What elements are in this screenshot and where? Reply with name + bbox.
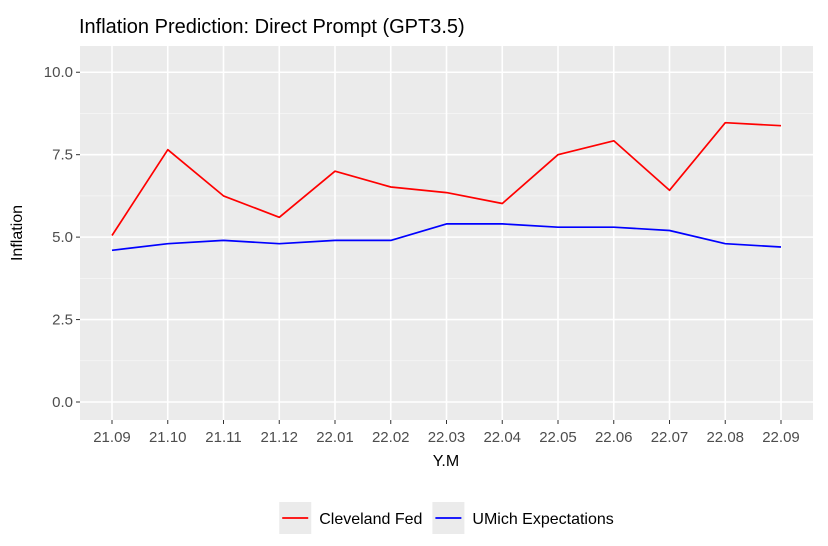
x-tick-label: 22.04: [483, 429, 521, 446]
y-tick-label: 5.0: [52, 229, 73, 246]
legend: Cleveland Fed UMich Expectations: [279, 502, 614, 534]
x-axis: 21.09 21.10 21.11 21.12 22.01 22.02 22.03 22.04…: [93, 420, 800, 446]
x-tick-label: 21.12: [260, 429, 298, 446]
x-tick-label: 22.01: [316, 429, 354, 446]
legend-label-cleveland-fed: Cleveland Fed: [319, 511, 422, 528]
x-tick-label: 22.09: [762, 429, 800, 446]
x-tick-label: 21.11: [205, 429, 241, 446]
x-tick-label: 22.02: [372, 429, 410, 446]
x-tick-label: 22.05: [539, 429, 577, 446]
y-axis: 0.0 2.5 5.0 7.5 10.0: [44, 64, 80, 411]
x-tick-label: 22.03: [428, 429, 466, 446]
x-tick-label: 22.08: [706, 429, 744, 446]
y-tick-label: 2.5: [52, 312, 73, 329]
y-axis-title: Inflation: [9, 205, 26, 261]
x-tick-label: 22.06: [595, 429, 633, 446]
y-tick-label: 10.0: [44, 64, 73, 81]
series-line-umich-expectations: [111, 223, 782, 252]
y-tick-label: 7.5: [52, 147, 73, 164]
x-axis-title: Y.M: [433, 453, 459, 470]
y-tick-label: 0.0: [52, 394, 73, 411]
series-line-cleveland-fed: [111, 121, 782, 236]
x-tick-label: 21.09: [93, 429, 131, 446]
x-tick-label: 21.10: [149, 429, 187, 446]
x-tick-label: 22.07: [651, 429, 689, 446]
series-lines: [111, 121, 782, 252]
grid-major: [80, 46, 813, 420]
legend-label-umich-expectations: UMich Expectations: [472, 511, 613, 528]
chart-title: Inflation Prediction: Direct Prompt (GPT…: [79, 16, 465, 38]
